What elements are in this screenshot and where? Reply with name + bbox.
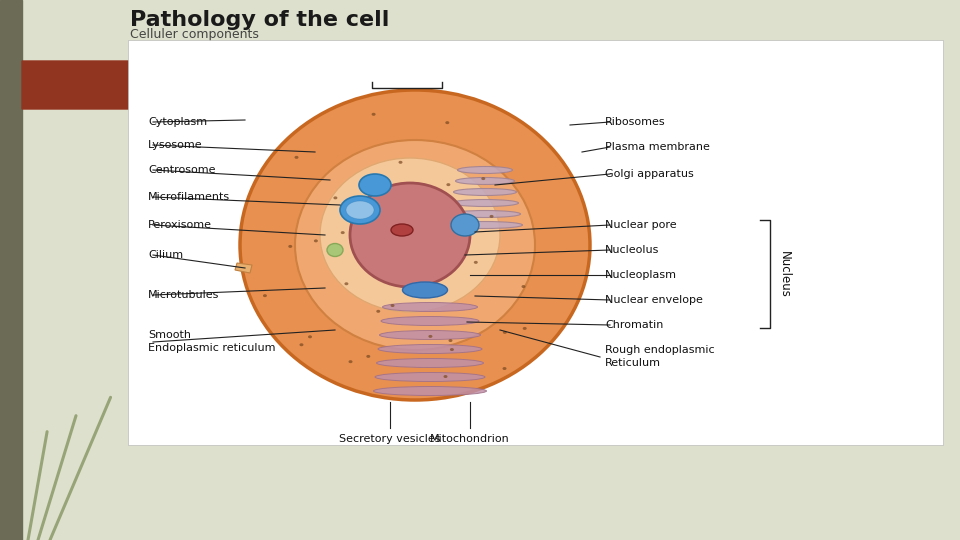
Ellipse shape (314, 239, 318, 242)
Ellipse shape (382, 302, 477, 312)
Ellipse shape (474, 261, 478, 264)
Ellipse shape (521, 285, 525, 288)
Polygon shape (235, 263, 252, 273)
Ellipse shape (398, 161, 402, 164)
Ellipse shape (240, 90, 590, 400)
Bar (0, 0, 22, 540)
Ellipse shape (481, 177, 485, 180)
Ellipse shape (308, 335, 312, 339)
Text: Microfilaments: Microfilaments (148, 192, 230, 202)
Ellipse shape (451, 214, 479, 236)
Ellipse shape (379, 330, 481, 340)
Ellipse shape (376, 310, 380, 313)
Text: Peroxisome: Peroxisome (148, 220, 212, 230)
Ellipse shape (333, 197, 337, 199)
Ellipse shape (340, 196, 380, 224)
Text: Chromatin: Chromatin (605, 320, 663, 330)
Text: Golgi apparatus: Golgi apparatus (605, 169, 694, 179)
Text: Ribosomes: Ribosomes (605, 117, 665, 127)
Ellipse shape (391, 304, 395, 307)
Polygon shape (22, 61, 158, 109)
Ellipse shape (373, 387, 487, 395)
Ellipse shape (376, 359, 484, 368)
Ellipse shape (381, 316, 479, 326)
Text: Endoplasmic reticulum: Endoplasmic reticulum (148, 343, 276, 353)
Ellipse shape (359, 174, 391, 196)
Ellipse shape (453, 188, 516, 195)
Text: Nuclear pore: Nuclear pore (605, 220, 677, 230)
Ellipse shape (295, 156, 299, 159)
Ellipse shape (320, 158, 500, 312)
Ellipse shape (345, 282, 348, 285)
Ellipse shape (444, 375, 447, 378)
Ellipse shape (458, 166, 513, 173)
Ellipse shape (341, 231, 345, 234)
Text: Plasma membrane: Plasma membrane (605, 142, 709, 152)
Text: Nucleolus: Nucleolus (605, 245, 660, 255)
Text: Cilium: Cilium (148, 250, 183, 260)
Ellipse shape (378, 345, 482, 354)
Ellipse shape (503, 331, 507, 334)
Ellipse shape (448, 339, 452, 342)
Text: Nucleoplasm: Nucleoplasm (605, 270, 677, 280)
Bar (128, 40, 943, 445)
Ellipse shape (446, 183, 450, 186)
Ellipse shape (327, 244, 343, 256)
Ellipse shape (375, 373, 485, 381)
Ellipse shape (451, 199, 518, 206)
Text: Nuclear envelope: Nuclear envelope (605, 295, 703, 305)
Text: Mitochondrion: Mitochondrion (430, 434, 510, 444)
Ellipse shape (295, 140, 535, 350)
Ellipse shape (455, 178, 515, 185)
Ellipse shape (402, 282, 447, 298)
Text: Pathology of the cell: Pathology of the cell (130, 10, 390, 30)
Ellipse shape (348, 360, 352, 363)
Ellipse shape (522, 327, 527, 330)
Text: Secretory vesicles: Secretory vesicles (339, 434, 441, 444)
Ellipse shape (288, 245, 292, 248)
Ellipse shape (300, 343, 303, 346)
Text: Reticulum: Reticulum (605, 358, 661, 368)
Ellipse shape (372, 113, 375, 116)
Ellipse shape (502, 367, 507, 370)
Ellipse shape (428, 335, 432, 338)
Text: Lysosome: Lysosome (148, 140, 203, 150)
Ellipse shape (350, 183, 470, 287)
Text: Rough endoplasmic: Rough endoplasmic (605, 345, 714, 355)
Ellipse shape (367, 355, 371, 358)
Ellipse shape (449, 211, 520, 218)
Ellipse shape (391, 224, 413, 236)
Ellipse shape (263, 294, 267, 297)
Text: Cytoplasm: Cytoplasm (148, 117, 207, 127)
Ellipse shape (346, 201, 374, 219)
Ellipse shape (447, 221, 522, 228)
Text: Centrosome: Centrosome (148, 165, 215, 175)
Ellipse shape (450, 348, 454, 351)
Text: Celluler components: Celluler components (130, 28, 259, 41)
Text: Nucleus: Nucleus (778, 251, 791, 298)
Ellipse shape (445, 121, 449, 124)
Ellipse shape (490, 215, 493, 218)
Text: Microtubules: Microtubules (148, 290, 220, 300)
Text: Smooth: Smooth (148, 330, 191, 340)
